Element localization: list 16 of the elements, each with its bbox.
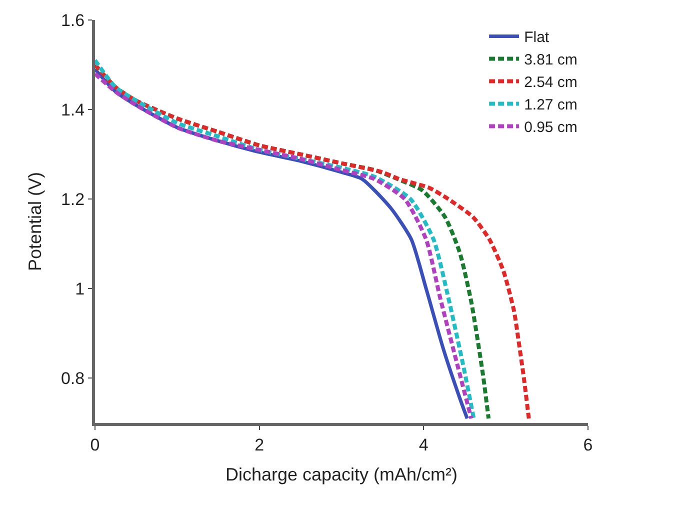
x-tick-label: 6 xyxy=(583,435,593,454)
y-axis-title: Potential (V) xyxy=(25,172,46,272)
legend-label: 3.81 cm xyxy=(524,52,578,69)
x-tick-label: 2 xyxy=(254,435,264,454)
y-tick-label: 1.6 xyxy=(60,10,85,30)
legend-label: 0.95 cm xyxy=(524,119,578,136)
y-tick-label: 1 xyxy=(75,280,85,299)
x-tick-label: 4 xyxy=(418,435,428,454)
y-tick-label: 1.4 xyxy=(60,100,85,120)
legend-label: 2.54 cm xyxy=(524,74,578,92)
x-tick-label: 0 xyxy=(90,435,100,454)
legend-label: Flat xyxy=(524,29,550,46)
x-axis-title: Dicharge capacity (mAh/cm²) xyxy=(225,464,458,484)
y-tick-label: 1.2 xyxy=(60,190,85,210)
legend-label: 1.27 cm xyxy=(524,96,578,114)
y-tick-label: 0.8 xyxy=(60,369,85,388)
